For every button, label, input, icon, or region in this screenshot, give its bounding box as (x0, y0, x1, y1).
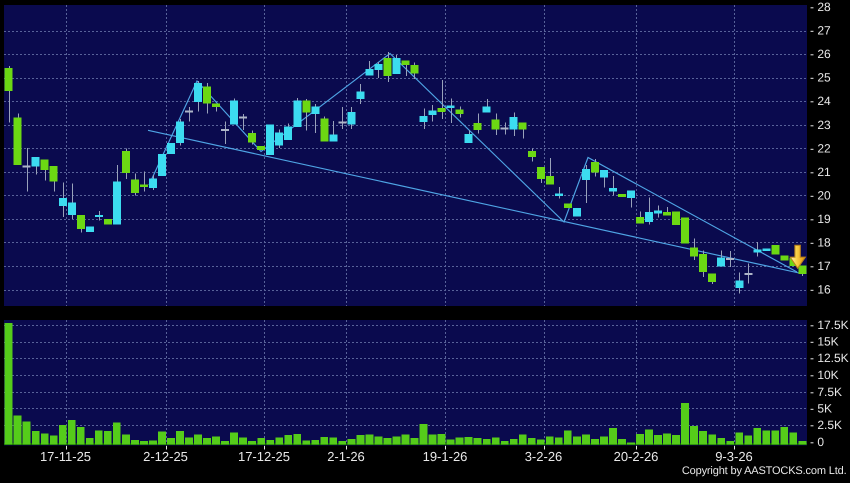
svg-text:20-2-26: 20-2-26 (614, 449, 659, 464)
svg-text:- 7.5K: - 7.5K (810, 385, 842, 399)
svg-text:- 18: - 18 (810, 236, 831, 250)
svg-text:- 10K: - 10K (810, 368, 839, 382)
svg-text:- 20: - 20 (810, 188, 831, 202)
svg-text:- 19: - 19 (810, 212, 831, 226)
svg-text:9-3-26: 9-3-26 (715, 449, 753, 464)
svg-text:19-1-26: 19-1-26 (423, 449, 468, 464)
svg-text:- 26: - 26 (810, 47, 831, 61)
svg-text:Copyright by AASTOCKS.com Ltd.: Copyright by AASTOCKS.com Ltd. (682, 465, 847, 477)
svg-text:- 17.5K: - 17.5K (810, 318, 849, 332)
svg-text:- 27: - 27 (810, 24, 831, 38)
svg-text:- 28: - 28 (810, 0, 831, 14)
svg-text:- 21: - 21 (810, 165, 831, 179)
svg-text:3-2-26: 3-2-26 (525, 449, 563, 464)
svg-text:- 12.5K: - 12.5K (810, 351, 849, 365)
svg-text:- 16: - 16 (810, 283, 831, 297)
svg-text:- 5K: - 5K (810, 402, 832, 416)
svg-text:2-1-26: 2-1-26 (327, 449, 365, 464)
svg-text:- 17: - 17 (810, 259, 831, 273)
svg-text:17-12-25: 17-12-25 (238, 449, 290, 464)
svg-text:- 22: - 22 (810, 141, 831, 155)
svg-text:- 0: - 0 (810, 435, 824, 449)
svg-text:17-11-25: 17-11-25 (40, 449, 91, 464)
svg-text:- 2.5K: - 2.5K (810, 418, 842, 432)
svg-text:- 25: - 25 (810, 71, 831, 85)
svg-text:- 24: - 24 (810, 94, 831, 108)
svg-text:- 15K: - 15K (810, 335, 839, 349)
svg-text:2-12-25: 2-12-25 (143, 449, 188, 464)
svg-text:- 23: - 23 (810, 118, 831, 132)
